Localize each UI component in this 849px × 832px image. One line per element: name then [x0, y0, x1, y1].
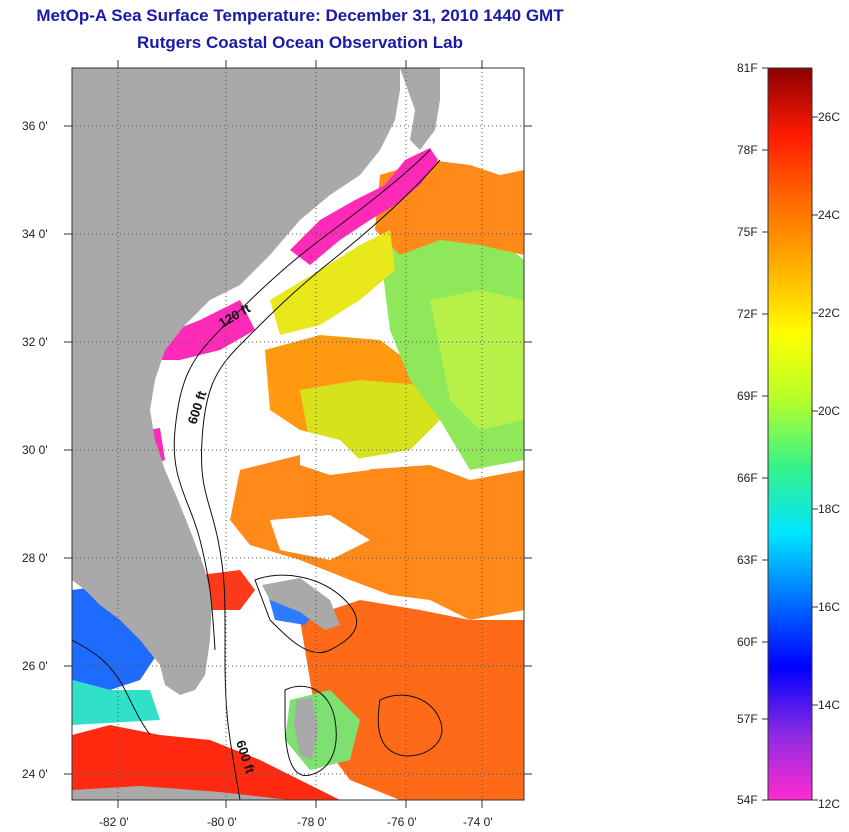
- colorbar-f-75: 75F: [737, 225, 758, 239]
- contour-bahamas-2: [284, 685, 337, 776]
- lat-axis: [64, 125, 532, 775]
- lat-label-30: 30 0': [22, 443, 48, 457]
- lon-label-78: -78 0': [297, 815, 327, 829]
- map-title: MetOp-A Sea Surface Temperature: Decembe…: [36, 6, 564, 25]
- land-outer-banks: [400, 68, 440, 150]
- land-florida-gulf: [72, 490, 120, 575]
- sst-patch-lightgreen-east: [430, 290, 524, 430]
- sst-patch-red-cuba: [72, 725, 340, 800]
- sst-patch-white-gaps-1: [300, 430, 370, 475]
- lat-label-32: 32 0': [22, 335, 48, 349]
- land-layer: [72, 68, 440, 800]
- contour-bahamas-3: [377, 694, 443, 757]
- lon-label-76: -76 0': [387, 815, 417, 829]
- sst-patch-cyan-gulf: [72, 680, 160, 725]
- colorbar-c-24: 24C: [818, 208, 840, 222]
- colorbar-f-66: 66F: [737, 471, 758, 485]
- sst-patch-white-gaps-2: [270, 515, 370, 560]
- graticule: [72, 68, 524, 800]
- colorbar-c-14: 14C: [818, 698, 840, 712]
- lat-label-24: 24 0': [22, 767, 48, 781]
- contour-600ft: [201, 159, 441, 800]
- lon-label-82: -82 0': [99, 815, 129, 829]
- colorbar-bar: [767, 67, 813, 801]
- land-andros: [294, 698, 318, 760]
- colorbar-f-57: 57F: [737, 712, 758, 726]
- sst-patch-yellow-shelf-north: [270, 230, 395, 335]
- colorbar-ticks: [762, 67, 818, 801]
- contour-gulf: [72, 639, 151, 736]
- colorbar-c-18: 18C: [818, 502, 840, 516]
- colorbar-f-78: 78F: [737, 143, 758, 157]
- contour-120ft: [173, 149, 431, 651]
- lat-label-28: 28 0': [22, 551, 48, 565]
- colorbar-c-16: 16C: [818, 600, 840, 614]
- sst-data-layer: [72, 148, 524, 800]
- lat-label-34: 34 0': [22, 227, 48, 241]
- map-subtitle: Rutgers Coastal Ocean Observation Lab: [137, 33, 463, 52]
- plot-frame: [71, 67, 525, 801]
- land-us-east-coast: [72, 68, 400, 695]
- colorbar-c-12: 12C: [818, 797, 840, 811]
- sst-patch-magenta-coast-mid: [150, 300, 255, 360]
- sst-patch-orange-florida-strait: [200, 570, 255, 610]
- colorbar-f-72: 72F: [737, 307, 758, 321]
- lat-label-26: 26 0': [22, 659, 48, 673]
- contour-bahamas-1: [254, 574, 358, 654]
- colorbar-f-63: 63F: [737, 553, 758, 567]
- colorbar-f-69: 69F: [737, 389, 758, 403]
- colorbar-f-60: 60F: [737, 635, 758, 649]
- sst-patch-orange-south: [230, 455, 524, 620]
- lon-label-80: -80 0': [207, 815, 237, 829]
- colorbar-c-20: 20C: [818, 404, 840, 418]
- land-grand-bahama: [262, 578, 340, 630]
- colorbar-c-22: 22C: [818, 306, 840, 320]
- colorbar-f-54: 54F: [737, 793, 758, 807]
- colorbar-f-81: 81F: [737, 61, 758, 75]
- lon-axis: [117, 60, 483, 808]
- land-cuba: [72, 786, 290, 800]
- lon-label-74: -74 0': [463, 815, 493, 829]
- sst-patch-orange-bahamas: [300, 600, 524, 800]
- bathymetry-contours: [72, 149, 443, 800]
- colorbar-c-26: 26C: [818, 110, 840, 124]
- lat-label-36: 36 0': [22, 119, 48, 133]
